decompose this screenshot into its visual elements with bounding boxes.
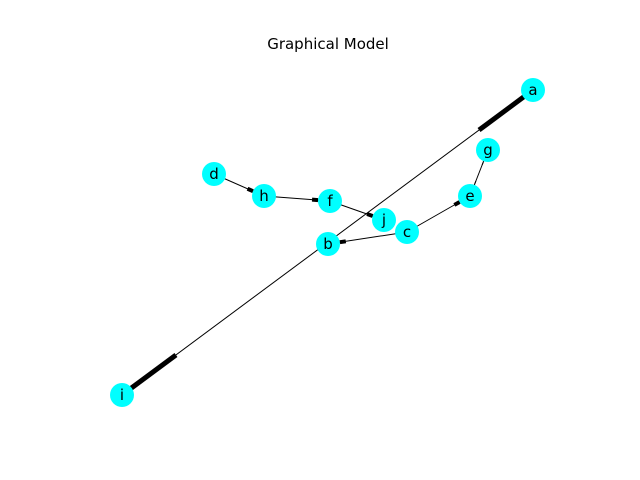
node-circle (372, 208, 396, 232)
node-d: d (202, 162, 226, 186)
node-circle (476, 138, 500, 162)
node-label: f (327, 192, 333, 210)
edge-c-b (327, 231, 408, 245)
node-f: f (318, 189, 342, 213)
node-e: e (458, 184, 482, 208)
node-g: g (476, 138, 500, 162)
edge-end-segment (477, 92, 529, 133)
node-label: g (483, 141, 493, 159)
edge-end-segment (126, 352, 178, 393)
node-circle (318, 189, 342, 213)
node-a: a (521, 78, 545, 102)
node-circle (521, 78, 545, 102)
node-label: j (381, 211, 386, 229)
node-circle (110, 383, 134, 407)
edge-arrowhead (246, 186, 254, 193)
node-h: h (252, 184, 276, 208)
node-b: b (316, 232, 340, 256)
node-circle (395, 220, 419, 244)
graph-title: Graphical Model (267, 35, 389, 53)
node-label: e (465, 187, 474, 205)
node-circle (252, 184, 276, 208)
node-label: h (259, 187, 269, 205)
node-label: b (323, 235, 333, 253)
node-circle (458, 184, 482, 208)
node-j: j (372, 208, 396, 232)
edge-c-e (406, 195, 471, 233)
node-circle (202, 162, 226, 186)
nodes-layer: a b c d e f g h i j (110, 78, 545, 407)
node-i: i (110, 383, 134, 407)
node-label: a (528, 81, 537, 99)
edge-arrowhead (339, 239, 347, 245)
node-c: c (395, 220, 419, 244)
node-label: i (120, 386, 124, 404)
node-label: d (209, 165, 219, 183)
node-label: c (403, 223, 411, 241)
node-circle (316, 232, 340, 256)
edge-arrowhead (366, 212, 374, 218)
edge-arrowhead (453, 200, 461, 207)
